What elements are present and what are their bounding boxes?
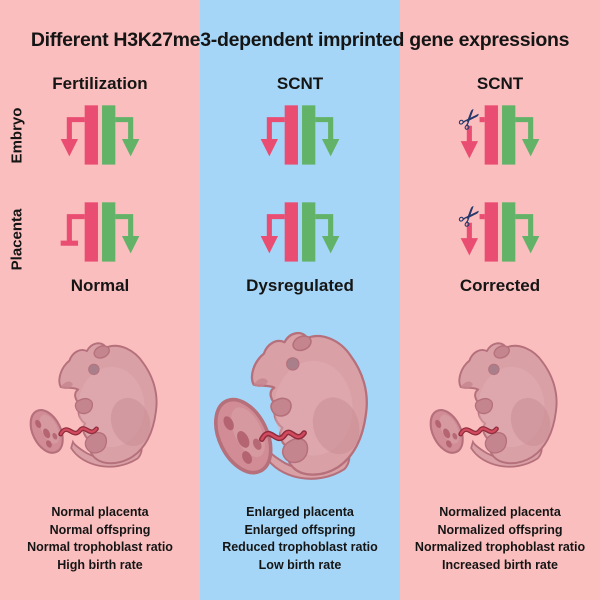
note-line: High birth rate xyxy=(57,557,143,572)
mouse-front-leg xyxy=(474,397,494,415)
embryo-gene-expression-icon xyxy=(53,104,147,170)
scissors-icon: ✂ xyxy=(453,201,490,236)
status-label: Corrected xyxy=(459,276,541,295)
mouse-hind-leg xyxy=(84,432,107,454)
placenta-gene-expression-icon xyxy=(253,201,347,267)
scissors-icon: ✂ xyxy=(453,104,490,139)
embryo-gene-expression-icon: ✂ xyxy=(450,100,547,170)
placenta-illustration xyxy=(214,397,273,475)
paternal-allele-bar xyxy=(102,202,116,262)
mouse-eye xyxy=(488,363,500,376)
maternal-allele-bar xyxy=(484,202,498,262)
note-line: Normal trophoblast ratio xyxy=(27,540,173,554)
column-header: Fertilization xyxy=(52,74,148,93)
maternal-allele-bar xyxy=(84,105,98,165)
paternal-expressed-arrow xyxy=(515,117,534,142)
maternal-allele-bar xyxy=(484,105,498,165)
placenta-gene-expression-icon xyxy=(53,201,147,267)
mouse-fetus-illustration xyxy=(0,300,200,500)
figure-title: Different H3K27me3-dependent imprinted g… xyxy=(30,29,570,51)
column-scnt-dysregulated: SCNT Dysregulated Enlarged placenta Enla… xyxy=(200,0,400,600)
scnt-highlight-panel xyxy=(200,0,400,600)
outcome-notes: Normal placenta Normal offspring Normal … xyxy=(0,504,200,574)
status-label: Normal xyxy=(70,276,130,295)
mouse-body xyxy=(58,342,158,468)
column-header: SCNT xyxy=(476,74,524,93)
umbilical-cord xyxy=(259,429,307,442)
paternal-allele-bar xyxy=(302,202,316,262)
paternal-allele-bar xyxy=(102,105,116,165)
note-line: Low birth rate xyxy=(258,557,342,572)
paternal-allele-bar xyxy=(302,105,316,165)
note-line: Normal placenta xyxy=(51,505,149,519)
column-fertilization: Fertilization Normal Normal placenta Nor… xyxy=(0,0,200,600)
mouse-snout xyxy=(460,381,473,389)
mouse-body xyxy=(458,342,558,468)
paternal-expressed-arrow xyxy=(115,214,134,239)
mouse-snout xyxy=(60,381,73,389)
paternal-allele-bar xyxy=(502,105,516,165)
placenta-illustration xyxy=(29,409,64,454)
outcome-notes: Normalized placenta Normalized offspring… xyxy=(400,504,600,574)
mouse-fetus-illustration xyxy=(200,300,400,500)
paternal-expressed-arrow xyxy=(115,117,134,142)
paternal-expressed-arrow xyxy=(315,117,334,142)
placenta-illustration xyxy=(429,409,464,454)
status-label: Dysregulated xyxy=(246,276,354,295)
mouse-hind-leg xyxy=(281,437,309,464)
paternal-expressed-arrow xyxy=(515,214,534,239)
note-line: Reduced trophoblast ratio xyxy=(222,540,378,554)
embryo-gene-expression-icon xyxy=(253,104,347,170)
mouse-hind-leg xyxy=(484,432,507,454)
mouse-front-leg xyxy=(270,397,292,417)
mouse-eye xyxy=(88,363,100,376)
mouse-ear xyxy=(292,335,312,352)
note-line: Normal offspring xyxy=(49,522,151,537)
mouse-body xyxy=(250,331,368,480)
paternal-allele-bar xyxy=(502,202,516,262)
maternal-repressed-tbar xyxy=(66,214,85,243)
maternal-expressed-arrow xyxy=(66,117,85,142)
placenta-gene-expression-icon: ✂ xyxy=(450,197,547,267)
note-line: Normalized trophoblast ratio xyxy=(414,540,586,554)
umbilical-cord xyxy=(58,426,99,437)
note-line: Increased birth rate xyxy=(441,557,558,572)
maternal-allele-bar xyxy=(284,202,298,262)
note-line: Enlarged offspring xyxy=(244,522,356,537)
maternal-expressed-arrow xyxy=(266,214,285,239)
paternal-expressed-arrow xyxy=(315,214,334,239)
mouse-fetus-illustration xyxy=(400,300,600,500)
mouse-ear xyxy=(493,345,510,359)
note-line: Normalized placenta xyxy=(439,505,561,519)
note-line: Normalized offspring xyxy=(437,522,563,537)
umbilical-cord xyxy=(458,426,499,437)
mouse-ear xyxy=(93,345,110,359)
maternal-allele-bar xyxy=(284,105,298,165)
mouse-snout xyxy=(253,378,269,388)
note-line: Enlarged placenta xyxy=(246,505,354,519)
maternal-expressed-arrow xyxy=(266,117,285,142)
column-scnt-corrected: SCNT ✂ ✂ Corrected Normalized placenta N… xyxy=(400,0,600,600)
maternal-allele-bar xyxy=(84,202,98,262)
column-header: SCNT xyxy=(276,74,324,93)
outcome-notes: Enlarged placenta Enlarged offspring Red… xyxy=(200,504,400,574)
mouse-eye xyxy=(286,357,300,371)
mouse-front-leg xyxy=(74,397,94,415)
